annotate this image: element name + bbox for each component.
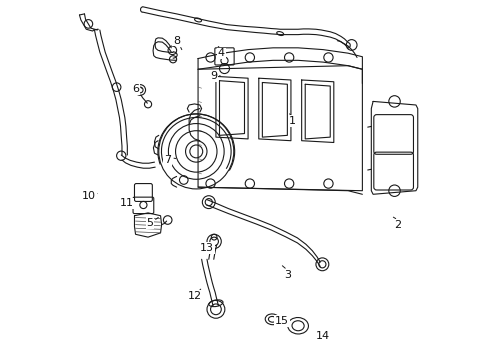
Text: 4: 4 xyxy=(217,48,224,58)
Text: 14: 14 xyxy=(315,332,329,342)
Text: 11: 11 xyxy=(120,198,133,208)
Text: 9: 9 xyxy=(210,71,217,81)
Text: 13: 13 xyxy=(200,243,214,253)
Text: 10: 10 xyxy=(82,191,96,201)
Text: 7: 7 xyxy=(164,156,171,165)
Text: 15: 15 xyxy=(274,316,288,326)
Text: 5: 5 xyxy=(146,218,153,228)
Text: 2: 2 xyxy=(394,220,401,230)
Text: 12: 12 xyxy=(187,291,201,301)
Text: 3: 3 xyxy=(284,270,290,280)
Text: 6: 6 xyxy=(132,84,139,94)
Text: 1: 1 xyxy=(288,116,296,126)
Text: 8: 8 xyxy=(173,36,180,46)
